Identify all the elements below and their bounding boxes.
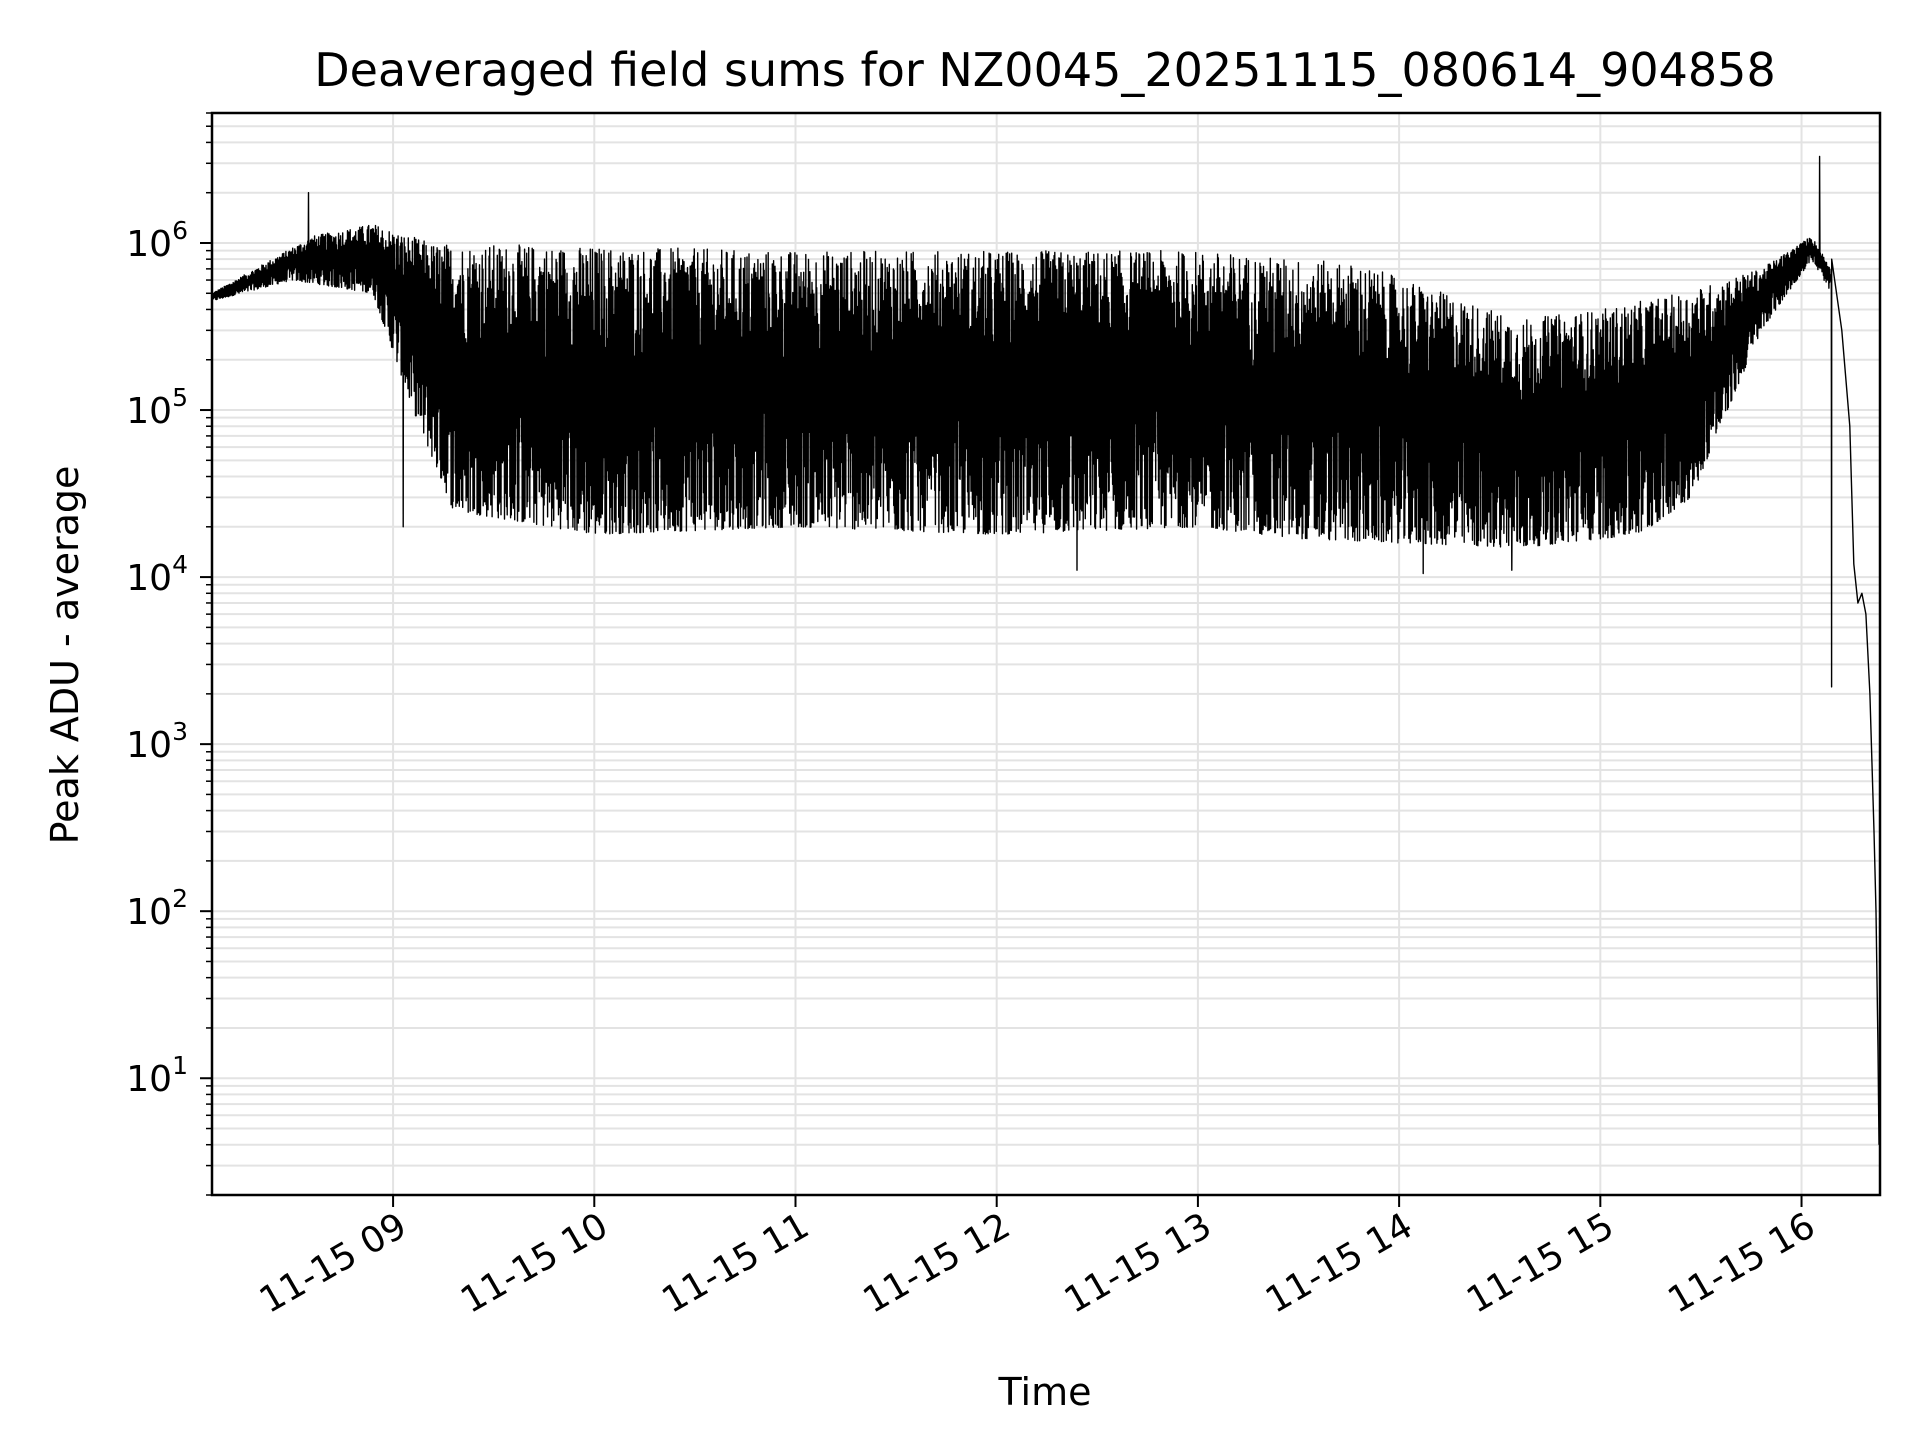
- y-tick-base: 10: [126, 224, 172, 265]
- y-tick-exponent: 1: [172, 1051, 188, 1080]
- y-tick-exponent: 5: [172, 383, 188, 412]
- x-axis-label: Time: [998, 1370, 1092, 1414]
- y-tick-exponent: 6: [172, 216, 188, 245]
- y-tick-label: 106: [126, 216, 188, 265]
- series-line: [211, 155, 1880, 1145]
- y-tick-label: 105: [126, 383, 188, 432]
- y-tick-base: 10: [126, 1059, 172, 1100]
- y-tick-exponent: 3: [172, 717, 188, 746]
- y-tick-base: 10: [126, 391, 172, 432]
- y-tick-label: 103: [126, 717, 188, 766]
- y-tick-label: 102: [126, 884, 188, 933]
- y-tick-base: 10: [126, 892, 172, 933]
- y-tick-base: 10: [126, 725, 172, 766]
- y-tick-base: 10: [126, 558, 172, 599]
- y-tick-label: 104: [126, 550, 188, 599]
- y-axis-label: Peak ADU - average: [43, 466, 87, 845]
- plot-frame: [210, 111, 1882, 1197]
- series-layer: [211, 155, 1880, 1145]
- y-tick-exponent: 4: [172, 550, 188, 579]
- y-tick-exponent: 2: [172, 884, 188, 913]
- y-tick-label: 101: [126, 1051, 188, 1100]
- chart-title: Deaveraged field sums for NZ0045_2025111…: [314, 43, 1775, 97]
